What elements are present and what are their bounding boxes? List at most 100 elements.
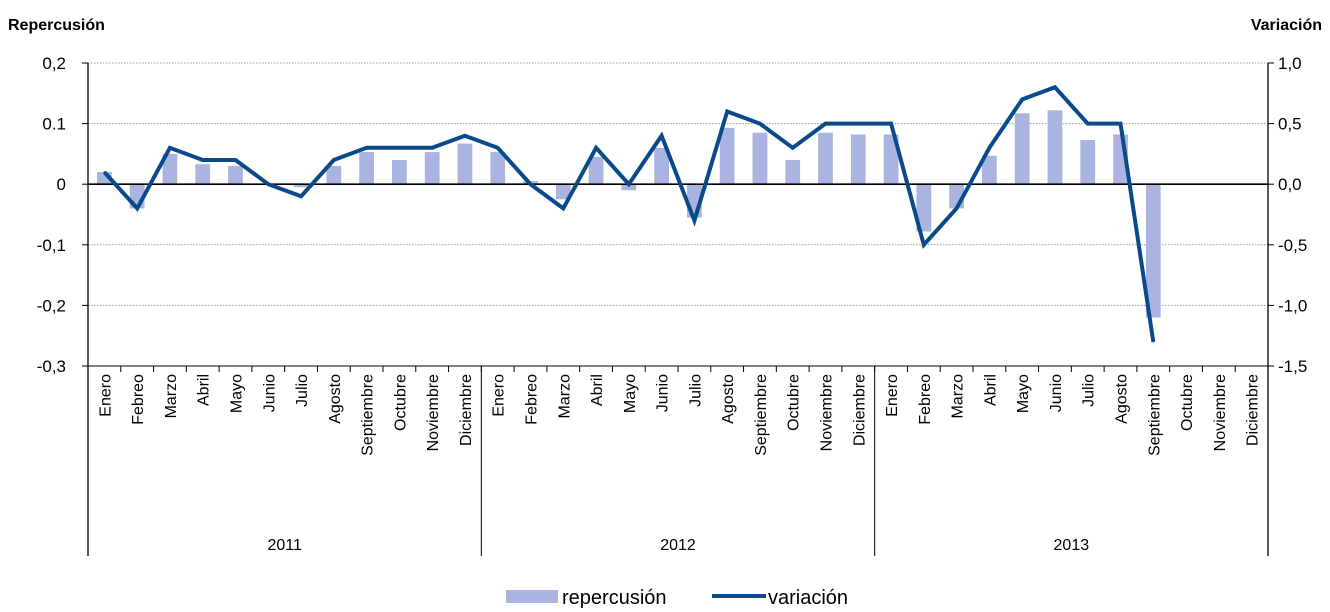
line-point <box>988 147 991 149</box>
month-label: Julio <box>294 374 311 407</box>
month-label: Agosto <box>720 374 737 424</box>
line-point <box>234 159 237 161</box>
month-label: Junio <box>1048 374 1065 412</box>
bar <box>1080 139 1096 185</box>
left-tick-label: -0,2 <box>37 296 66 315</box>
line-point <box>201 159 204 161</box>
left-tick-label: -0,3 <box>37 357 66 376</box>
bar <box>916 184 932 232</box>
line-point <box>595 147 597 149</box>
bar <box>1145 184 1161 318</box>
legend-label-variacion: variación <box>768 587 848 609</box>
month-label: Noviembre <box>819 374 836 451</box>
month-label: Noviembre <box>425 374 442 451</box>
line-point <box>431 147 433 149</box>
bar <box>982 155 997 185</box>
month-label: Mayo <box>622 374 639 413</box>
right-tick-label: 0,0 <box>1278 175 1302 194</box>
month-label: Abril <box>982 374 999 406</box>
month-label: Febreo <box>524 374 541 425</box>
right-tick-label: -1,5 <box>1278 357 1307 376</box>
line-point <box>693 219 696 222</box>
month-label: Diciembre <box>851 374 868 446</box>
line-point <box>496 147 499 149</box>
legend-swatch-repercusion <box>506 590 558 603</box>
month-label: Enero <box>884 374 901 417</box>
bar <box>850 134 866 185</box>
month-label: Marzo <box>950 374 967 419</box>
year-label: 2011 <box>267 537 302 554</box>
month-label: Septiembre <box>753 374 770 456</box>
line-point <box>103 171 106 173</box>
line-point <box>1054 86 1056 89</box>
month-label: Octubre <box>392 374 409 431</box>
bar <box>555 184 571 200</box>
bar <box>228 166 243 185</box>
legend: repercusión variación <box>506 587 848 609</box>
bar <box>621 184 637 191</box>
left-axis-title: Repercusión <box>8 17 105 34</box>
bar <box>162 153 178 185</box>
month-label: Junio <box>655 374 672 412</box>
bar <box>588 156 604 185</box>
bar <box>654 147 669 185</box>
month-label: Diciembre <box>458 374 475 446</box>
line-point <box>529 183 532 185</box>
month-label: Noviembre <box>1212 374 1229 451</box>
line-point <box>136 207 138 210</box>
line-point <box>333 159 335 161</box>
month-label: Enero <box>97 374 114 417</box>
month-label: Febreo <box>130 374 147 425</box>
right-tick-label: -0,5 <box>1278 236 1307 255</box>
line-point <box>660 134 663 137</box>
line-point <box>562 207 565 210</box>
month-label: Abril <box>196 374 213 406</box>
line-series <box>102 84 1156 343</box>
bar <box>1047 110 1063 185</box>
line-point <box>267 183 270 185</box>
bar <box>359 152 374 185</box>
month-label: Marzo <box>163 374 180 419</box>
line-point <box>923 244 925 246</box>
bar <box>719 127 735 185</box>
line-point <box>464 134 466 137</box>
bar <box>293 184 309 188</box>
line-point <box>1152 340 1155 343</box>
month-label: Octubre <box>786 374 803 431</box>
bar <box>195 164 211 185</box>
line-point <box>300 195 302 198</box>
bar <box>785 159 801 185</box>
month-label: Mayo <box>1015 374 1032 413</box>
line-point <box>1021 98 1023 101</box>
month-label: Abril <box>589 374 606 406</box>
right-axis-title: Variación <box>1250 17 1322 34</box>
month-label: Septiembre <box>1146 374 1163 456</box>
bar <box>424 152 440 185</box>
month-label: Marzo <box>556 374 573 419</box>
month-label: Diciembre <box>1245 374 1262 446</box>
axes <box>82 62 1274 556</box>
line-point <box>365 147 368 149</box>
right-tick-label: -1,0 <box>1278 296 1307 315</box>
variacion-line <box>102 84 1156 343</box>
left-tick-label: 0.1 <box>42 115 66 134</box>
line-point <box>824 122 827 125</box>
bar <box>883 134 899 185</box>
tick-labels: 0,2 1,0 0.1 0,5 0 0,0 -0,1 -0,5 -0,2 -1,0 -0,3 -1,5… <box>37 54 1308 554</box>
line-point <box>1119 122 1122 125</box>
line-point <box>890 122 892 125</box>
line-point <box>169 147 171 149</box>
year-label: 2012 <box>660 537 696 554</box>
month-label: Enero <box>491 374 508 417</box>
month-label: Agosto <box>1114 374 1131 424</box>
line-point <box>398 147 401 149</box>
line-point <box>1086 122 1089 125</box>
line-point <box>726 110 728 113</box>
bar <box>1014 113 1030 185</box>
left-tick-label: -0,1 <box>37 236 66 255</box>
right-tick-label: 1,0 <box>1278 54 1302 73</box>
month-label: Julio <box>687 374 704 407</box>
month-label: Julio <box>1081 374 1098 407</box>
bar <box>818 132 833 185</box>
